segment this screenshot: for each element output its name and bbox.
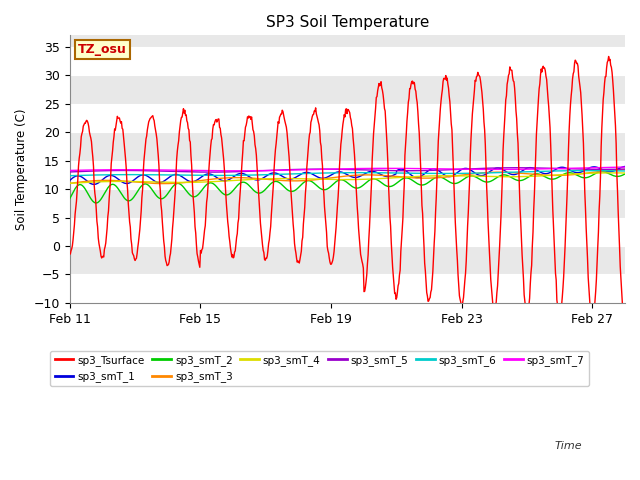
Bar [70, 275, 625, 303]
Title: SP3 Soil Temperature: SP3 Soil Temperature [266, 15, 429, 30]
Bar [70, 104, 625, 132]
Y-axis label: Soil Temperature (C): Soil Temperature (C) [15, 108, 28, 230]
Text: Time: Time [555, 441, 582, 451]
Bar [70, 161, 625, 189]
Bar [70, 47, 625, 75]
Bar [70, 217, 625, 246]
Text: TZ_osu: TZ_osu [78, 43, 127, 56]
Legend: sp3_Tsurface, sp3_smT_1, sp3_smT_2, sp3_smT_3, sp3_smT_4, sp3_smT_5, sp3_smT_6, : sp3_Tsurface, sp3_smT_1, sp3_smT_2, sp3_… [51, 351, 589, 386]
